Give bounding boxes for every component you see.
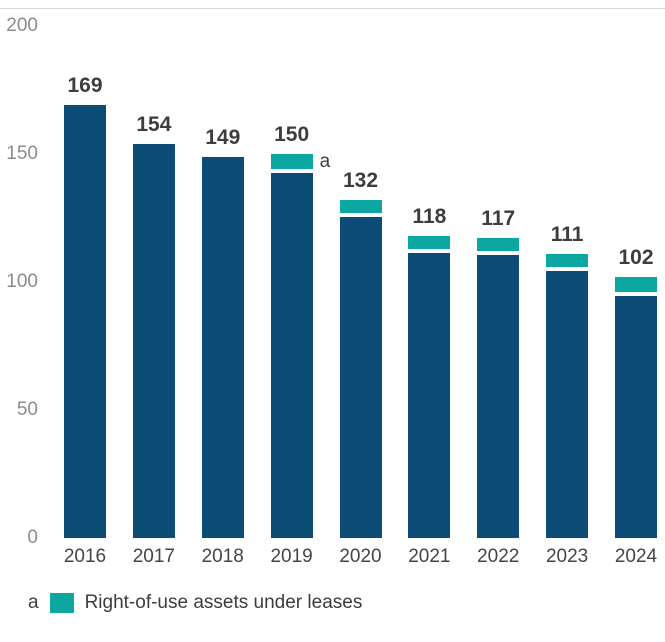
bar-2016 xyxy=(64,105,106,538)
bar-column-2022: 117 xyxy=(477,207,520,538)
bar-column-2016: 169 xyxy=(64,74,106,538)
bar-chart-plot-area: 169 154 149 150 a 132 118 117 111 102 xyxy=(64,74,657,538)
y-axis-label-150: 150 xyxy=(6,143,38,164)
right-of-use-segment-2024 xyxy=(615,276,657,293)
value-label-2023: 111 xyxy=(550,222,584,246)
value-label-2017: 154 xyxy=(136,112,172,136)
bar-2018 xyxy=(201,156,244,538)
bar-2019 xyxy=(270,173,313,538)
bar-2021 xyxy=(408,252,451,538)
value-label-2024: 102 xyxy=(618,245,654,269)
x-axis-label-2022: 2022 xyxy=(477,546,520,567)
bar-2023 xyxy=(546,270,589,538)
x-axis-label-2023: 2023 xyxy=(545,546,589,567)
x-axis-label-2016: 2016 xyxy=(63,546,107,567)
bar-2020 xyxy=(339,216,382,538)
y-axis-label-200: 200 xyxy=(6,15,38,36)
value-label-2018: 149 xyxy=(205,125,241,149)
footnote-marker-annotation: a xyxy=(319,151,331,173)
legend-label: Right-of-use assets under leases xyxy=(84,592,363,613)
y-axis-label-0: 0 xyxy=(27,527,38,548)
value-label-2021: 118 xyxy=(412,204,447,228)
x-axis-label-2020: 2020 xyxy=(339,546,382,567)
right-of-use-segment-2021 xyxy=(408,235,451,249)
bar-column-2021: 118 xyxy=(408,204,451,538)
x-axis-label-2019: 2019 xyxy=(270,546,313,567)
x-axis-label-2018: 2018 xyxy=(201,546,244,567)
bar-column-2017: 154 xyxy=(132,112,175,538)
x-axis-label-2024: 2024 xyxy=(614,546,658,567)
bar-2022 xyxy=(477,255,520,538)
right-of-use-segment-2023 xyxy=(546,253,589,267)
y-axis-label-100: 100 xyxy=(6,271,38,292)
chart-top-rule xyxy=(0,8,665,9)
bar-column-2018: 149 xyxy=(201,125,244,538)
legend-color-swatch xyxy=(49,593,74,613)
x-axis-label-2017: 2017 xyxy=(132,546,176,567)
y-axis: 0 50 100 150 200 xyxy=(0,0,40,548)
right-of-use-segment-2022 xyxy=(477,238,520,252)
value-label-2022: 117 xyxy=(481,207,516,231)
right-of-use-segment-2020 xyxy=(339,200,382,213)
value-label-2016: 169 xyxy=(67,74,103,98)
right-of-use-segment-2019: a xyxy=(270,151,330,172)
x-axis: 2016 2017 2018 2019 2020 2021 2022 2023 2024 xyxy=(64,546,657,568)
bar-column-2023: 111 xyxy=(546,222,589,538)
value-label-2019: 150 xyxy=(274,123,310,147)
bar-2024 xyxy=(615,296,657,538)
bar-column-2024: 102 xyxy=(615,246,657,538)
y-axis-label-50: 50 xyxy=(16,399,38,420)
bar-column-2019: 150 a xyxy=(270,123,330,538)
bar-2017 xyxy=(132,143,175,538)
bar-column-2020: 132 xyxy=(339,169,382,538)
legend-footnote-marker: a xyxy=(28,592,39,613)
x-axis-label-2021: 2021 xyxy=(408,546,451,567)
chart-legend: a Right-of-use assets under leases xyxy=(28,592,362,614)
value-label-2020: 132 xyxy=(342,169,379,193)
